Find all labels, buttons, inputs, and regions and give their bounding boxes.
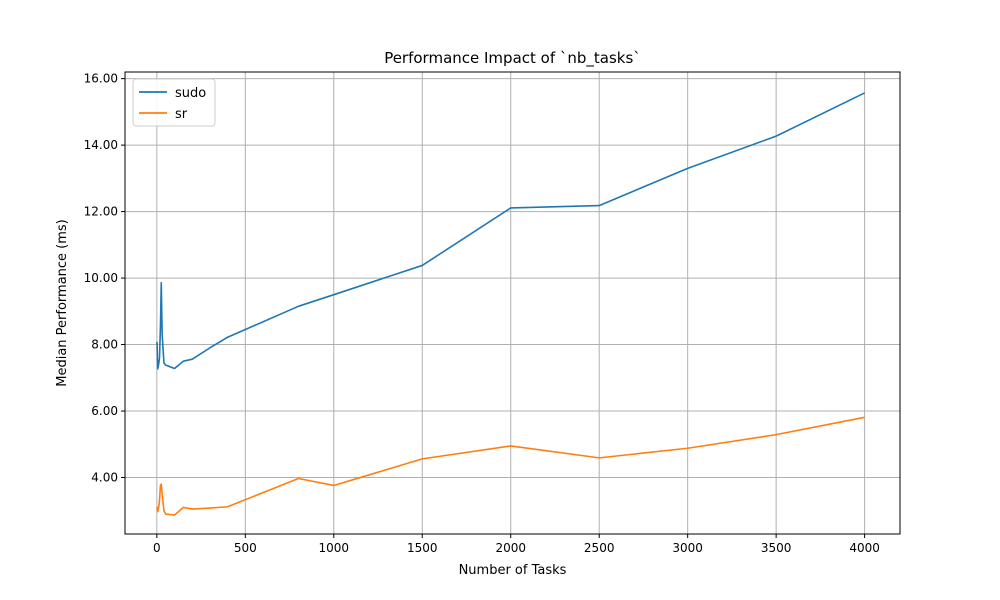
legend-label-sr: sr (175, 107, 188, 122)
x-tick-label: 3000 (672, 541, 703, 555)
grid (125, 72, 900, 534)
x-tick-label: 2000 (495, 541, 526, 555)
series-line-sr (156, 416, 865, 516)
legend: sudo sr (132, 78, 216, 127)
x-tick-label: 2500 (584, 541, 615, 555)
chart-title: Performance Impact of `nb_tasks` (384, 49, 641, 68)
y-tick-label: 4.00 (91, 470, 118, 484)
y-tick-label: 6.00 (91, 404, 118, 418)
axis-ticks: 0 500 1000 1500 2000 2500 3000 3500 4000 4.00 6.00… (84, 72, 880, 555)
x-tick-label: 1000 (319, 541, 350, 555)
plot-frame (124, 71, 901, 535)
y-tick-label: 10.00 (84, 271, 118, 285)
y-tick-label: 8.00 (91, 338, 118, 352)
series-line-sudo (156, 92, 865, 370)
x-tick-label: 1500 (407, 541, 438, 555)
x-tick-label: 3500 (761, 541, 792, 555)
y-tick-label: 16.00 (84, 72, 118, 86)
x-tick-label: 500 (234, 541, 257, 555)
legend-box (132, 78, 216, 127)
x-tick-label: 4000 (849, 541, 880, 555)
x-tick-label: 0 (153, 541, 161, 555)
y-axis-title: Median Performance (ms) (55, 219, 70, 387)
y-tick-label: 12.00 (84, 205, 118, 219)
y-tick-label: 14.00 (84, 138, 118, 152)
series-lines (156, 92, 865, 516)
legend-label-sudo: sudo (175, 86, 206, 101)
x-axis-title: Number of Tasks (459, 563, 567, 578)
